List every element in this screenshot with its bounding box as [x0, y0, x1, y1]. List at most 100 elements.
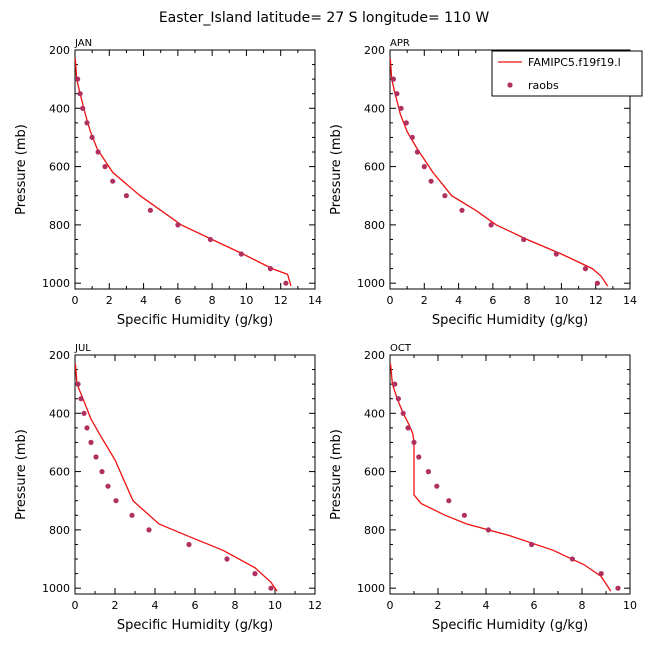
obs-point [529, 541, 535, 548]
x-tick-label: 2 [112, 599, 119, 612]
x-tick-label: 4 [483, 599, 490, 612]
obs-point [409, 134, 415, 140]
panel-title: OCT [390, 343, 412, 354]
obs-point [521, 236, 527, 243]
obs-point [268, 585, 274, 591]
panel-jan: 0 2 4 6 8 10 12 14 200 400 600 800 1000 JAN Specific H… [14, 38, 322, 328]
y-tick-label: 400 [49, 407, 70, 420]
obs-point [598, 571, 604, 577]
obs-point [446, 498, 452, 504]
obs-point [416, 454, 422, 460]
obs-point [411, 439, 417, 445]
x-tick-label: 10 [268, 599, 282, 612]
obs-point [283, 280, 289, 286]
y-tick-label: 800 [49, 219, 70, 232]
x-tick-label: 2 [435, 599, 442, 612]
obs-point [123, 193, 129, 199]
y-tick-label: 400 [364, 407, 385, 420]
y-tick-label: 1000 [42, 277, 70, 290]
x-tick-label: 12 [274, 294, 288, 307]
obs-point [267, 266, 273, 272]
y-axis-label: Pressure (mb) [14, 429, 29, 520]
obs-point [207, 236, 213, 243]
y-tick-label: 600 [49, 161, 70, 174]
obs-point [113, 498, 119, 504]
obs-point [147, 207, 153, 213]
x-tick-label: 0 [72, 294, 79, 307]
y-tick-label: 600 [364, 161, 385, 174]
x-tick-label: 6 [192, 599, 199, 612]
legend: FAMIPC5.f19f19.l raobs [491, 50, 643, 97]
x-tick-label: 6 [489, 294, 496, 307]
x-tick-label: 4 [152, 599, 159, 612]
x-tick-label: 6 [174, 294, 181, 307]
panel-oct: 0 2 4 6 8 10 200 400 600 800 1000 OCT Specific Humid… [329, 343, 637, 633]
obs-point [488, 222, 494, 228]
obs-point [582, 266, 589, 272]
y-tick-label: 400 [49, 102, 70, 115]
x-tick-label: 12 [308, 599, 322, 612]
obs-point [99, 469, 105, 475]
panel-title: JAN [74, 38, 92, 49]
obs-point [425, 469, 431, 475]
x-axis-label: Specific Humidity (g/kg) [117, 618, 273, 633]
x-tick-label: 8 [209, 294, 216, 307]
obs-point [403, 120, 409, 126]
model-line [389, 363, 612, 592]
x-tick-label: 8 [232, 599, 239, 612]
x-tick-label: 6 [531, 599, 538, 612]
obs-point [392, 381, 398, 387]
x-tick-label: 8 [579, 599, 586, 612]
obs-point [434, 483, 440, 489]
obs-point [400, 410, 406, 416]
x-tick-label: 14 [308, 294, 322, 307]
x-tick-label: 10 [239, 294, 253, 307]
x-tick-label: 0 [387, 599, 394, 612]
obs-point [461, 512, 467, 518]
x-tick-label: 2 [106, 294, 113, 307]
obs-point [80, 105, 86, 111]
x-axis-label: Specific Humidity (g/kg) [432, 618, 588, 633]
y-tick-label: 200 [49, 44, 70, 57]
obs-point [569, 556, 576, 562]
obs-point [405, 425, 411, 431]
y-tick-label: 800 [49, 524, 70, 537]
model-line [74, 363, 278, 592]
x-axis-label: Specific Humidity (g/kg) [117, 313, 273, 328]
obs-point [93, 454, 99, 460]
x-tick-label: 0 [387, 294, 394, 307]
y-tick-label: 200 [49, 349, 70, 362]
obs-point [81, 410, 87, 416]
obs-point [105, 483, 111, 489]
y-axis-label: Pressure (mb) [329, 124, 344, 215]
obs-point [390, 76, 396, 82]
legend-obs-label: raobs [528, 79, 559, 92]
y-tick-label: 800 [364, 524, 385, 537]
panel-title: JUL [74, 343, 91, 354]
plot-frame [74, 354, 316, 595]
x-tick-label: 14 [623, 294, 637, 307]
obs-point [89, 134, 95, 140]
obs-point [398, 105, 404, 111]
x-tick-label: 4 [140, 294, 147, 307]
y-tick-label: 200 [364, 44, 385, 57]
y-axis-label: Pressure (mb) [14, 124, 29, 215]
x-tick-label: 2 [421, 294, 428, 307]
obs-point [394, 91, 400, 97]
obs-point [88, 439, 94, 445]
x-tick-label: 8 [524, 294, 531, 307]
obs-point [75, 76, 81, 82]
y-tick-label: 1000 [42, 582, 70, 595]
obs-point [110, 178, 116, 184]
obs-point [84, 425, 90, 431]
obs-point [252, 571, 258, 577]
figure-title: Easter_Island latitude= 27 S longitude= … [159, 10, 489, 26]
x-tick-label: 0 [72, 599, 79, 612]
y-tick-label: 1000 [357, 277, 385, 290]
y-tick-label: 800 [364, 219, 385, 232]
y-tick-label: 600 [364, 466, 385, 479]
obs-point [615, 585, 621, 591]
obs-point [485, 527, 491, 533]
legend-box [491, 50, 643, 97]
